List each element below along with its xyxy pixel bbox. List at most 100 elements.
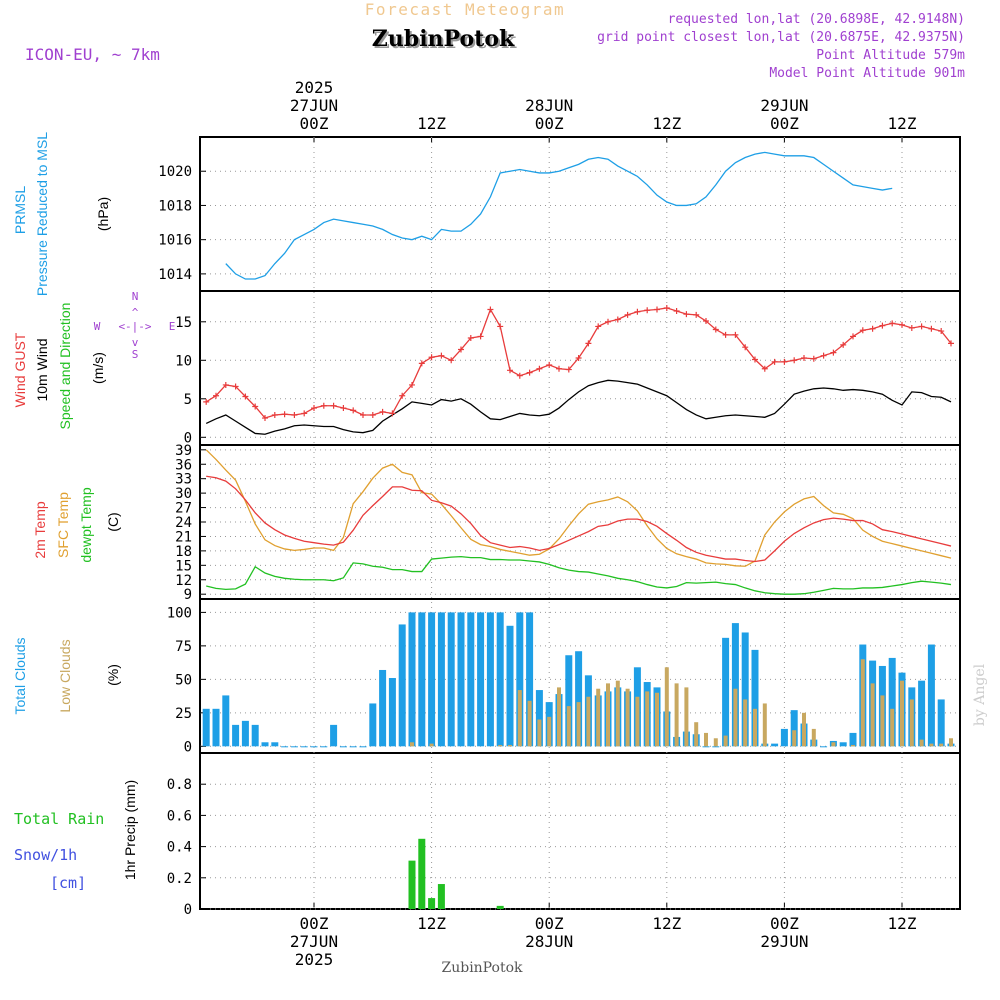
- gust-marker: [810, 355, 817, 362]
- model-altitude: Model Point Altitude 901m: [769, 66, 965, 81]
- bottom-time-label: 00Z: [770, 914, 799, 933]
- gust-marker: [213, 392, 219, 399]
- y-tick-label: 0: [184, 902, 192, 918]
- low-cloud-bar: [517, 690, 522, 747]
- low-cloud-bar: [909, 699, 914, 747]
- top-time-label: 27JUN: [290, 96, 338, 115]
- low-cloud-bar: [860, 659, 865, 747]
- gust-marker: [663, 304, 670, 311]
- y-tick-label: 15: [175, 558, 192, 574]
- low-cloud-bar: [498, 744, 503, 747]
- y-tick-label: 18: [175, 544, 192, 560]
- y-tick-label: 39: [175, 443, 192, 459]
- low-cloud-bar: [802, 712, 806, 747]
- location-title: ZubinPotok: [372, 26, 515, 52]
- bottom-time-label: 12Z: [652, 914, 681, 933]
- y-tick-label: 36: [175, 457, 192, 473]
- total-cloud-bar: [349, 746, 357, 748]
- gust-marker: [732, 331, 739, 338]
- rain-bar: [418, 838, 426, 909]
- gust-marker: [742, 344, 749, 351]
- y-tick-label: 75: [175, 639, 192, 655]
- total-cloud-bar: [310, 746, 318, 748]
- wind-compass: N S W E <-|-> ^ v: [94, 290, 176, 361]
- total-cloud-bar: [918, 680, 926, 747]
- total-cloud-bar: [741, 632, 749, 747]
- gust-marker: [938, 328, 945, 335]
- low-cloud-bar: [713, 738, 718, 747]
- temperature-panel: [205, 449, 952, 595]
- gust-marker: [791, 357, 798, 364]
- gust-marker: [330, 402, 337, 409]
- y-tick-label: 24: [175, 515, 192, 531]
- total-cloud-bar: [849, 732, 857, 747]
- clouds-panel: [202, 612, 955, 748]
- gust-marker: [546, 361, 553, 368]
- gust-marker: [350, 407, 357, 414]
- total-cloud-bar: [232, 724, 240, 747]
- footer-location: ZubinPotok: [441, 960, 523, 976]
- gust-marker: [399, 392, 406, 399]
- wind-line: [205, 379, 952, 435]
- low-cloud-bar: [635, 696, 640, 747]
- compass-n: N: [132, 290, 139, 303]
- snow-unit: [cm]: [50, 874, 86, 892]
- gust-marker: [869, 325, 876, 332]
- dew-label: dewpt Temp: [78, 487, 94, 562]
- total-cloud-bar: [398, 624, 406, 747]
- total-cloud-bar: [731, 623, 739, 747]
- low-cloud-bar: [527, 700, 532, 747]
- total-cloud-bar: [888, 657, 896, 747]
- bottom-time-label: 27JUN: [290, 932, 338, 951]
- low-cloud-bar: [870, 683, 875, 747]
- compass-up: ^: [132, 306, 139, 319]
- pressure-unit: (hPa): [95, 197, 111, 231]
- gust-marker: [409, 381, 415, 388]
- dewpoint-line: [206, 555, 952, 595]
- gust-marker: [389, 410, 396, 417]
- y-tick-labels: 1014101610181020051015912151821242730333…: [158, 164, 192, 918]
- model-name: ICON-EU, ~ 7km: [25, 45, 160, 64]
- low-cloud-bar: [851, 744, 855, 747]
- y-tick-label: 0.2: [167, 871, 192, 887]
- t2m-line: [206, 475, 952, 563]
- low-cloud-bar: [733, 688, 738, 747]
- y-tick-label: 9: [184, 587, 192, 603]
- total-cloud-bar: [477, 612, 485, 747]
- rain-bar: [496, 905, 504, 909]
- y-tick-label: 0.4: [167, 840, 192, 856]
- gust-marker: [624, 311, 631, 318]
- low-cloud-bar: [723, 735, 728, 747]
- top-time-label: 2025: [295, 78, 334, 97]
- gust-marker: [556, 365, 562, 372]
- rain-bar: [408, 860, 416, 909]
- gust-marker: [203, 398, 210, 405]
- wind-label: 10m Wind: [34, 338, 50, 401]
- top-time-label: 00Z: [770, 114, 799, 133]
- low-cloud-bar: [576, 702, 581, 747]
- precip-unit-label: 1hr Precip (mm): [122, 780, 138, 880]
- gust-marker: [683, 311, 690, 318]
- total-cloud-bar: [780, 728, 788, 747]
- bottom-time-label: 00Z: [535, 914, 564, 933]
- total-cloud-bar: [820, 746, 828, 748]
- total-cloud-bar: [300, 746, 308, 748]
- low-cloud-bar: [547, 716, 552, 747]
- total-cloud-bar: [418, 612, 426, 747]
- total-cloud-bar: [712, 746, 720, 748]
- low-cloud-bar: [694, 722, 699, 747]
- total-cloud-bar: [751, 649, 759, 747]
- total-cloud-bar: [330, 724, 338, 747]
- total-cloud-bar: [790, 710, 798, 747]
- total-cloud-bar: [565, 655, 573, 747]
- total-cloud-bar: [937, 699, 945, 747]
- gust-marker: [899, 321, 905, 328]
- wind-direction-label: Speed and Direction: [57, 303, 73, 430]
- total-cloud-bar: [369, 703, 377, 747]
- gust-marker: [320, 402, 327, 409]
- gust-marker: [448, 357, 455, 364]
- pressure-panel: [225, 151, 893, 280]
- low-cloud-bar: [890, 708, 895, 747]
- gust-marker: [928, 325, 935, 332]
- gust-marker: [467, 334, 474, 341]
